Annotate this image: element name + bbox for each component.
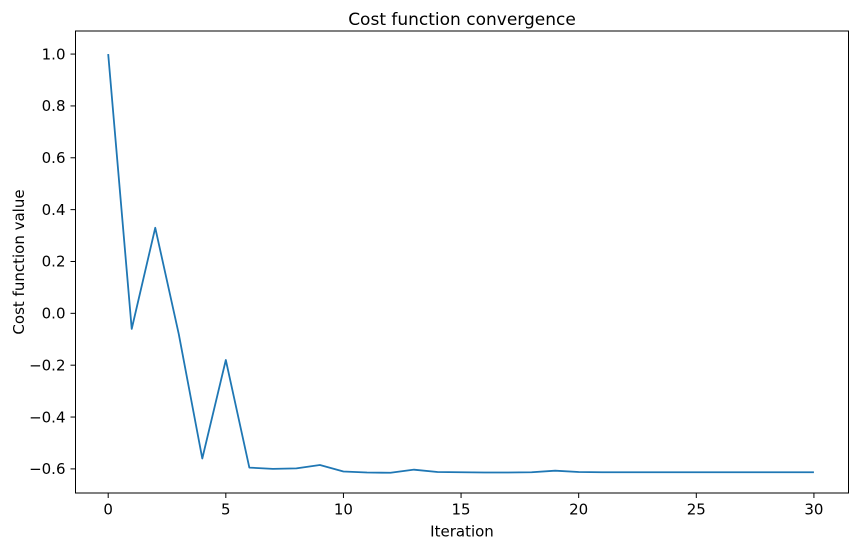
y-tick-label: −0.6 xyxy=(29,460,65,478)
chart-title: Cost function convergence xyxy=(348,10,576,30)
x-tick-label: 15 xyxy=(452,501,471,519)
x-tick-label: 25 xyxy=(687,501,706,519)
y-tick-label: 1.0 xyxy=(42,45,66,63)
y-tick-label: −0.2 xyxy=(29,356,65,374)
cost-convergence-line xyxy=(107,53,814,474)
plot-area: 0 5 10 15 20 25 30 1.0 0.8 0.6 0.4 0.2 0.0 −0.2 −0.4 −0… xyxy=(29,30,849,519)
x-tick-label: 30 xyxy=(804,501,823,519)
axes-spines xyxy=(75,30,849,494)
y-tick-label: 0.2 xyxy=(42,253,66,271)
y-tick-label: −0.4 xyxy=(29,408,65,426)
x-tick-label: 10 xyxy=(334,501,353,519)
y-tick-label: 0.6 xyxy=(42,149,66,167)
y-axis-label: Cost function value xyxy=(10,189,28,334)
y-tick-label: 0.8 xyxy=(42,97,66,115)
x-tick-label: 5 xyxy=(221,501,231,519)
x-tick-label: 20 xyxy=(569,501,588,519)
x-tick-label: 0 xyxy=(103,501,113,519)
y-tick-label: 0.0 xyxy=(42,305,66,323)
y-tick-label: 0.4 xyxy=(42,201,66,219)
x-axis-label: Iteration xyxy=(430,523,494,541)
